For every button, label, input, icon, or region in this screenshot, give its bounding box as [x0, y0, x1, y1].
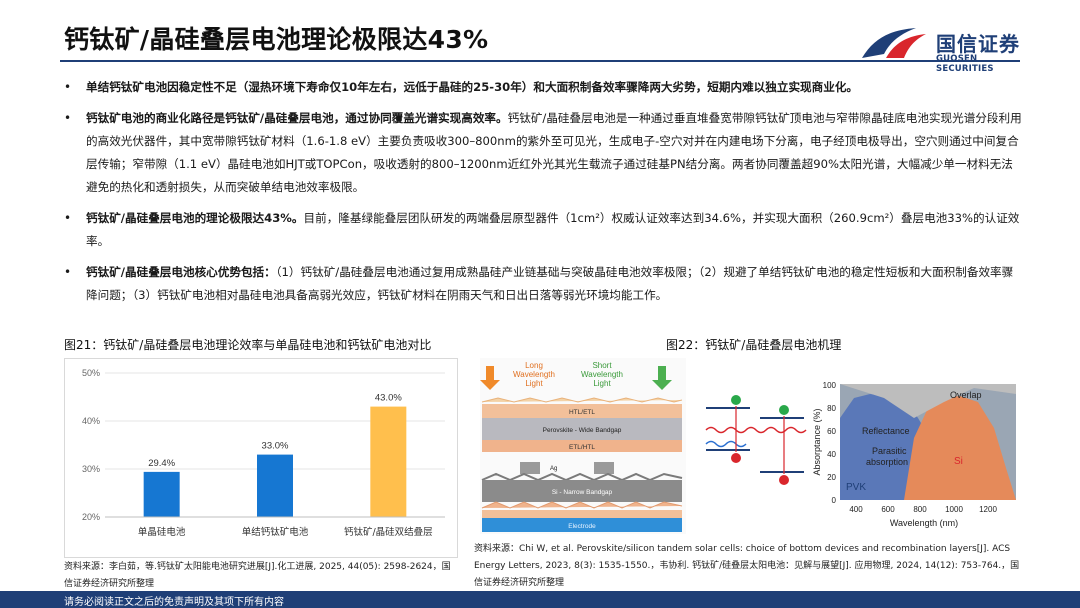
x-tick: 600 — [881, 505, 895, 514]
photon-wave — [705, 426, 807, 434]
efficiency-bar-chart: 20% 30% 40% 50% 29.4% 单晶硅电池 33.0% 单结钙钛矿电池 43.0% 钙… — [82, 368, 445, 538]
pvk-label: PVK — [846, 482, 866, 493]
bullet-bold: 钙钛矿/晶硅叠层电池的理论极限达43%。 — [86, 211, 304, 225]
bullet-item: 单结钙钛矿电池因稳定性不足（湿热环境下寿命仅10年左右，远低于晶硅的25-30年… — [64, 76, 1024, 99]
bullet-list: 单结钙钛矿电池因稳定性不足（湿热环境下寿命仅10年左右，远低于晶硅的25-30年… — [64, 76, 1024, 315]
y-tick: 60 — [827, 427, 836, 436]
reflectance-area — [840, 384, 1016, 418]
reflectance-label: Reflectance — [862, 426, 910, 436]
layer-etl-label: ETL/HTL — [569, 444, 595, 451]
title-divider — [60, 60, 1020, 62]
short-wavelength-label: Short Wavelength Light — [581, 361, 623, 388]
y-tick: 40 — [827, 450, 836, 459]
ag-contact — [520, 462, 540, 474]
figure-21-caption: 图21：钙钛矿/晶硅叠层电池理论效率与单晶硅电池和钙钛矿电池对比 — [64, 338, 432, 352]
bullet-text: 钙钛矿/晶硅叠层电池是一种通过垂直堆叠宽带隙钙钛矿顶电池与窄带隙晶硅底电池实现光… — [86, 111, 1022, 194]
figure-22-source: 资料来源：Chi W, et al. Perovskite/silicon ta… — [474, 544, 1020, 588]
logo-text-en: GUOSEN SECURITIES — [936, 54, 994, 74]
photon-wave — [705, 440, 747, 448]
layer-back — [482, 510, 682, 518]
chart-x-tick-label: 单结钙钛矿电池 — [242, 526, 309, 538]
x-tick: 1000 — [945, 505, 963, 514]
x-tick: 400 — [849, 505, 863, 514]
x-tick: 800 — [913, 505, 927, 514]
bullet-bold: 单结钙钛矿电池因稳定性不足（湿热环境下寿命仅10年左右，远低于晶硅的25-30年… — [86, 80, 859, 94]
absorptance-y-ticks: 0 20 40 60 80 100 — [823, 381, 837, 505]
ag-contact — [594, 462, 614, 474]
absorptance-x-ticks: 400 600 800 1000 1200 — [849, 505, 997, 514]
efficiency-chart: 20% 30% 40% 50% 29.4% 单晶硅电池 33.0% 单结钙钛矿电池 43.0% 钙… — [64, 358, 458, 558]
layer-electrode-label: Electrode — [568, 523, 596, 530]
layer-etl — [482, 440, 682, 452]
page-title: 钙钛矿/晶硅叠层电池理论极限达43% — [64, 25, 489, 54]
texture-bottom — [481, 501, 683, 509]
y-tick: 0 — [832, 496, 837, 505]
si-label: Si — [954, 456, 963, 467]
y-tick: 100 — [823, 381, 837, 390]
layer-htl — [482, 404, 682, 418]
chart-x-tick-label: 单晶硅电池 — [138, 526, 186, 538]
absorptance-x-label: Wavelength (nm) — [890, 518, 958, 528]
arrow-down-icon — [480, 366, 500, 390]
company-logo: 国信证券 GUOSEN SECURITIES — [860, 24, 1030, 74]
long-wavelength-label: Long Wavelength Light — [513, 361, 555, 388]
chart-x-tick-label: 钙钛矿/晶硅双结叠层 — [344, 526, 433, 538]
y-tick: 20 — [827, 473, 836, 482]
ag-label: Ag — [550, 466, 557, 472]
guosen-logo-icon — [862, 28, 926, 58]
x-tick: 1200 — [979, 505, 997, 514]
bullet-text: （1）钙钛矿/晶硅叠层电池通过复用成熟晶硅产业链基础与突破晶硅电池效率极限；（2… — [86, 265, 1014, 302]
layer-perovskite — [482, 418, 682, 440]
figure-22-caption: 图22：钙钛矿/晶硅叠层电池机理 — [666, 338, 842, 352]
bullet-item: 钙钛矿/晶硅叠层电池核心优势包括：（1）钙钛矿/晶硅叠层电池通过复用成熟晶硅产业… — [64, 261, 1024, 307]
footer-bar: 请务必阅读正文之后的免责声明及其项下所有内容 — [0, 591, 1080, 608]
chart-data-label: 43.0% — [375, 393, 402, 404]
texture-middle — [481, 472, 683, 482]
bullet-text: 目前，隆基绿能叠层团队研发的两端叠层原型器件（1cm²）权威认证效率达到34.6… — [86, 211, 1020, 248]
chart-bar — [257, 454, 293, 517]
bullet-item: 钙钛矿电池的商业化路径是钙钛矿/晶硅叠层电池，通过协同覆盖光谱实现高效率。钙钛矿… — [64, 107, 1024, 199]
chart-data-label: 33.0% — [262, 441, 289, 452]
figure-21-source: 资料来源：李白茹，等.钙钛矿太阳能电池研究进展[J].化工进展, 2025, 4… — [64, 562, 451, 589]
parasitic-label: Parasitic absorption — [866, 446, 908, 467]
electron-icon — [731, 395, 741, 405]
layer-perovskite-label: Perovskite - Wide Bandgap — [543, 427, 622, 434]
arrow-down-icon — [652, 366, 672, 390]
texture-top — [481, 397, 683, 403]
bullet-bold: 钙钛矿电池的商业化路径是钙钛矿/晶硅叠层电池，通过协同覆盖光谱实现高效率。 — [86, 111, 508, 125]
si-area — [904, 396, 1016, 500]
logo-text-cn: 国信证券 — [936, 32, 1020, 56]
tandem-mechanism-svg: Long Wavelength Light Short Wavelength Light… — [480, 358, 1016, 534]
chart-data-label: 29.4% — [148, 458, 175, 469]
footer-disclaimer: 请务必阅读正文之后的免责声明及其项下所有内容 — [64, 597, 284, 608]
chart-bar — [143, 471, 180, 517]
chart-y-tick-label: 30% — [82, 464, 100, 474]
bullet-bold: 钙钛矿/晶硅叠层电池核心优势包括： — [86, 265, 276, 279]
bullet-item: 钙钛矿/晶硅叠层电池的理论极限达43%。目前，隆基绿能叠层团队研发的两端叠层原型… — [64, 207, 1024, 253]
layer-htl-label: HTL/ETL — [569, 409, 595, 416]
chart-y-tick-label: 50% — [82, 368, 100, 378]
chart-y-tick-label: 20% — [82, 512, 100, 522]
chart-bar — [370, 406, 407, 517]
y-tick: 80 — [827, 404, 836, 413]
hole-icon — [731, 453, 741, 463]
tandem-mechanism-diagram: Long Wavelength Light Short Wavelength Light… — [474, 358, 1022, 538]
layer-electrode — [482, 518, 682, 532]
layer-silicon-label: Si - Narrow Bandgap — [552, 489, 613, 496]
electron-icon — [779, 405, 789, 415]
layer-silicon — [482, 480, 682, 502]
absorptance-y-label: Absorptance (%) — [812, 408, 822, 475]
overlap-label: Overlap — [950, 390, 982, 400]
chart-y-tick-label: 40% — [82, 416, 100, 426]
hole-icon — [779, 475, 789, 485]
